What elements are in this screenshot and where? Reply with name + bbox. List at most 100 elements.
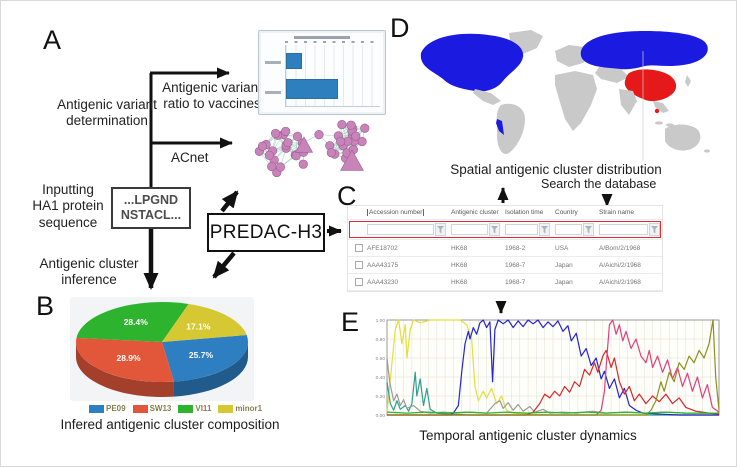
y-axis-tick-label: 1.00 [376,318,386,324]
network-node [283,138,293,148]
pie-chart-panel: 25.7% 28.9% 28.4% 17.1% [70,297,254,401]
ha1-sequence-text: ...LPGND NSTACL... [120,192,182,222]
filter-input[interactable] [505,224,538,235]
legend-label: SW13 [149,404,172,413]
table-cell: HK68 [451,244,468,252]
filter-funnel-button[interactable] [435,223,446,236]
column-header[interactable]: Accession number [364,209,448,216]
table-cell: 1968-7 [505,278,526,286]
funnel-icon [541,225,548,233]
table-cell: 1968-2 [505,244,526,252]
panel-label-e: E [341,307,360,337]
network-node [326,148,336,158]
map-russia-highlight [580,31,708,70]
world-map [420,30,710,161]
barchart-plot-area [285,45,380,107]
legend-item-minor1: minor1 [218,404,262,413]
panel-label-d: D [390,13,410,43]
barchart-micro-category-label [265,91,281,94]
funnel-icon [437,225,444,233]
table-cell: 1968-7 [505,261,526,269]
label-inputting-sequence: Inputting HA1 protein sequence [32,182,104,230]
network-node [337,119,347,130]
pie-slice-percentage: 17.1% [186,321,211,331]
table-cell: USA [555,244,569,252]
pie-slice-SW13 [76,337,174,382]
map-india [619,89,637,115]
temporal-caption: Temporal antigenic cluster dynamics [419,428,637,443]
network-node [257,141,268,151]
network-node [270,128,281,139]
temporal-dynamics-chart: 1.00 0.80 0.60 0.40 0.20 0.00 [376,318,720,419]
column-header[interactable]: Isolation time [505,209,544,216]
panel-label-a: A [43,25,62,55]
table-cell: AAA43230 [367,278,399,286]
legend-item-VI11: VI11 [178,404,211,413]
y-axis-tick-label: 0.40 [376,375,386,381]
series-line-blue [387,319,719,416]
filter-funnel-button[interactable] [489,223,500,236]
network-node [267,161,277,172]
barchart-micro-axis-ticks [285,41,380,43]
table-row: AAA43175 HK68 1968-7 Japan A/Aichi/2/1968 [348,257,662,274]
table-cell: Japan [555,261,573,269]
network-node [314,130,324,140]
label-antigenic-variant-ratio: Antigenic variant ratio to vaccines [162,80,262,112]
network-node [336,136,346,147]
legend-label: minor1 [235,404,263,413]
filter-input[interactable] [555,224,582,235]
table-row: AAA43230 HK68 1968-7 Japan A/Aichi/2/1968 [348,274,662,291]
filter-input[interactable] [599,224,648,235]
filter-input[interactable] [451,224,488,235]
series-line-pink [387,319,720,416]
acnet-network-graph [254,119,370,178]
series-line-red [387,349,720,416]
map-japan [685,75,691,87]
map-peru-highlight [496,119,504,135]
filter-funnel-button[interactable] [539,223,550,236]
map-caption: Spatial antigenic cluster distribution [450,162,662,177]
series-line-yellow [386,319,719,416]
legend-swatch [89,404,104,413]
arrow-predac-to-pie [212,251,236,279]
barchart-micro-category-label [265,61,281,64]
pie-slice-percentage: 28.9% [116,353,141,363]
series-line-green [386,411,719,414]
column-header[interactable]: Antigenic cluster [451,209,499,216]
filter-funnel-button[interactable] [583,223,594,236]
legend-item-SW13: SW13 [132,404,172,413]
panel-label-b: B [36,291,55,321]
bar-vaccine-1 [286,52,302,70]
column-header[interactable]: Country [555,209,578,216]
column-header[interactable]: Strain name [599,209,635,216]
network-node [360,123,370,133]
pie-slice-side [173,342,248,397]
network-vaccine-triangle [294,136,314,153]
table-cell: A/Aichi/2/1968 [599,261,641,269]
filter-input[interactable] [367,224,434,235]
legend-swatch [178,404,194,413]
label-acnet: ACnet [171,150,209,165]
table-cell: HK68 [451,261,468,269]
filter-funnel-button[interactable] [649,223,660,236]
pie-slice-VI11 [76,302,189,342]
row-checkbox[interactable] [355,261,363,269]
panel-label-c: C [337,181,357,211]
predac-h3-label: PREDAC-H3 [209,221,323,243]
legend-label: PE09 [106,404,126,413]
table-cell: HK68 [451,278,468,286]
pie-slice-side [76,342,174,397]
legend-label: VI11 [195,404,212,413]
label-antigenic-cluster-inference: Antigenic cluster inference [39,256,139,288]
row-checkbox[interactable] [355,244,363,252]
row-checkbox[interactable] [355,278,363,286]
map-africa [555,71,597,131]
database-table: Accession number Antigenic cluster Isolati… [347,205,663,292]
y-axis-tick-label: 0.60 [376,356,386,362]
pie-slice-percentage: 28.4% [124,317,149,327]
table-cell: Japan [555,278,573,286]
map-southeast-asia [653,101,669,113]
pie-slice-PE09 [162,335,248,382]
pie-slice-percentage: 25.7% [189,350,214,360]
